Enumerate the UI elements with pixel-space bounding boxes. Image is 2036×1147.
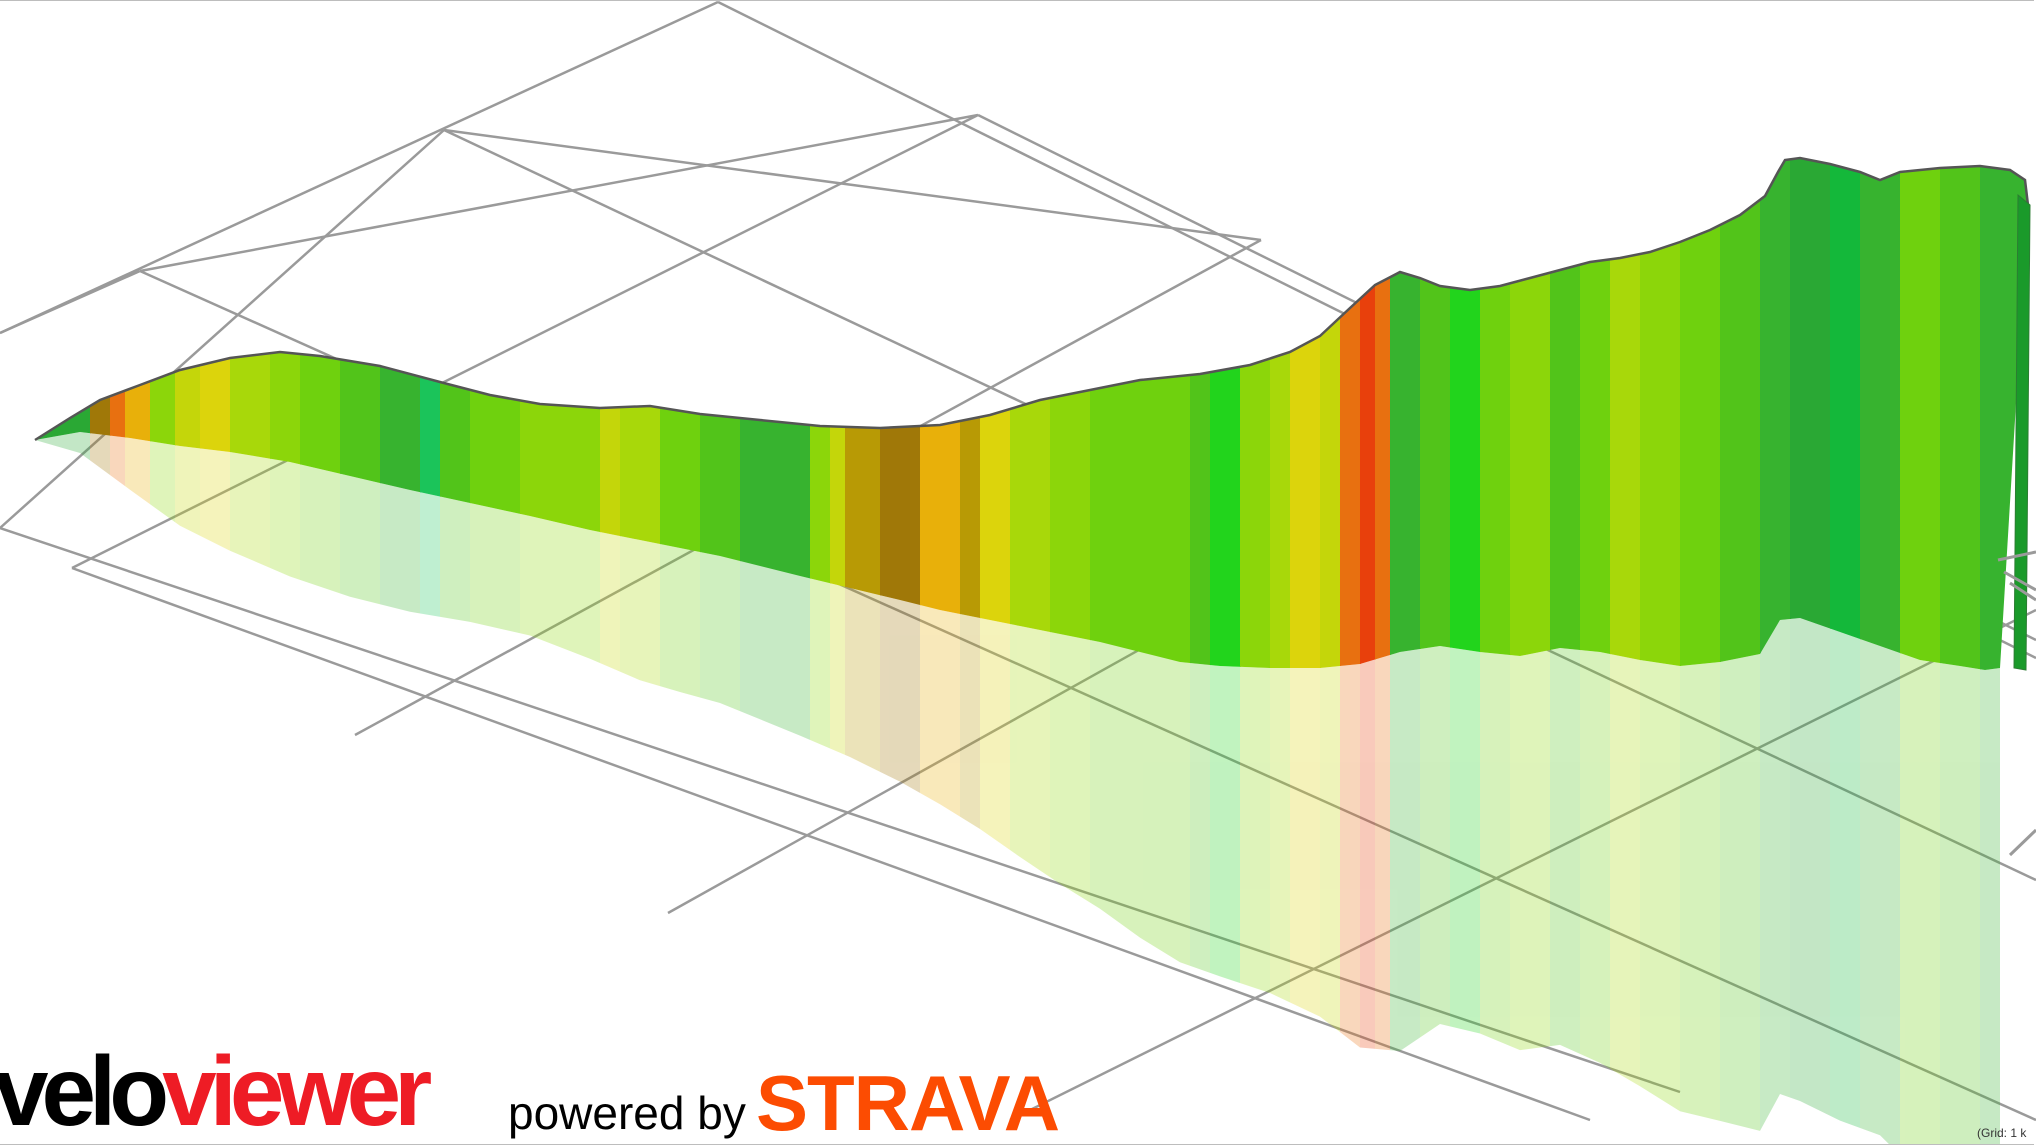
grid-line bbox=[443, 128, 1262, 242]
logo-velo-text: velo bbox=[0, 1036, 169, 1146]
veloviewer-logo[interactable]: veloviewer bbox=[0, 1042, 432, 1140]
gradient-band bbox=[1680, 158, 1721, 670]
gradient-band bbox=[980, 158, 1011, 670]
grid-line bbox=[0, 269, 141, 335]
gradient-band bbox=[1050, 158, 1091, 670]
gradient-band bbox=[830, 158, 846, 670]
gradient-band bbox=[110, 158, 126, 670]
profile-end-cap bbox=[2013, 193, 2031, 671]
gradient-band bbox=[1830, 158, 1861, 670]
gradient-band bbox=[175, 158, 201, 670]
powered-by-text: powered by bbox=[508, 1087, 746, 1139]
gradient-band bbox=[1090, 158, 1191, 670]
reflection-band bbox=[270, 432, 301, 1145]
reflection-band bbox=[200, 432, 231, 1145]
reflection-band bbox=[420, 432, 441, 1145]
grid-line bbox=[0, 0, 719, 335]
gradient-band bbox=[920, 158, 961, 670]
grid-line bbox=[139, 113, 979, 273]
reflection-band bbox=[90, 432, 111, 1145]
reflection-band bbox=[300, 432, 341, 1145]
north-arrow-stroke bbox=[2008, 828, 2036, 857]
north-arrow-stroke bbox=[2003, 570, 2036, 592]
gradient-band bbox=[1940, 158, 1981, 670]
reflection-band bbox=[150, 432, 176, 1145]
grid-line bbox=[0, 526, 1681, 1094]
ground-grid bbox=[0, 0, 2036, 1122]
gradient-band bbox=[1790, 158, 1831, 670]
reflection-band bbox=[175, 432, 201, 1145]
reflection-band bbox=[440, 432, 471, 1145]
gradient-band bbox=[1720, 158, 1761, 670]
gradient-band bbox=[810, 158, 831, 670]
grid-scale-note: (Grid: 1 k bbox=[1977, 1126, 2027, 1140]
gradient-band bbox=[880, 158, 921, 670]
gradient-band bbox=[960, 158, 981, 670]
gradient-band bbox=[1860, 158, 1901, 670]
profile-top-edge bbox=[34, 156, 2030, 442]
grid-line bbox=[71, 566, 1591, 1122]
logo-viewer-text: viewer bbox=[162, 1036, 432, 1146]
reflection-band bbox=[600, 432, 621, 1145]
north-arrow-icon bbox=[1997, 550, 2036, 857]
gradient-band bbox=[1190, 158, 1211, 670]
gradient-band bbox=[200, 158, 231, 670]
gradient-band bbox=[1760, 158, 1791, 670]
grid-line bbox=[0, 129, 445, 529]
reflection-band bbox=[230, 432, 271, 1145]
reflection-band bbox=[340, 432, 381, 1145]
reflection-band bbox=[660, 432, 701, 1145]
gradient-band bbox=[90, 158, 111, 670]
reflection-band bbox=[380, 432, 421, 1145]
gradient-band bbox=[230, 158, 271, 670]
reflection-band bbox=[700, 432, 741, 1145]
north-arrow-stroke bbox=[2009, 581, 2036, 602]
gradient-band bbox=[1010, 158, 1051, 670]
reflection-band bbox=[470, 432, 521, 1145]
gradient-band bbox=[1900, 158, 1941, 670]
strava-logo[interactable]: STRAVA bbox=[756, 1059, 1060, 1147]
grid-line bbox=[71, 113, 979, 570]
north-arrow-stroke bbox=[1997, 550, 2036, 562]
reflection-band bbox=[620, 432, 661, 1145]
gradient-band bbox=[1375, 158, 1391, 670]
grid-line bbox=[1009, 608, 2036, 1122]
gradient-band bbox=[150, 158, 176, 670]
reflection-band bbox=[110, 432, 126, 1145]
